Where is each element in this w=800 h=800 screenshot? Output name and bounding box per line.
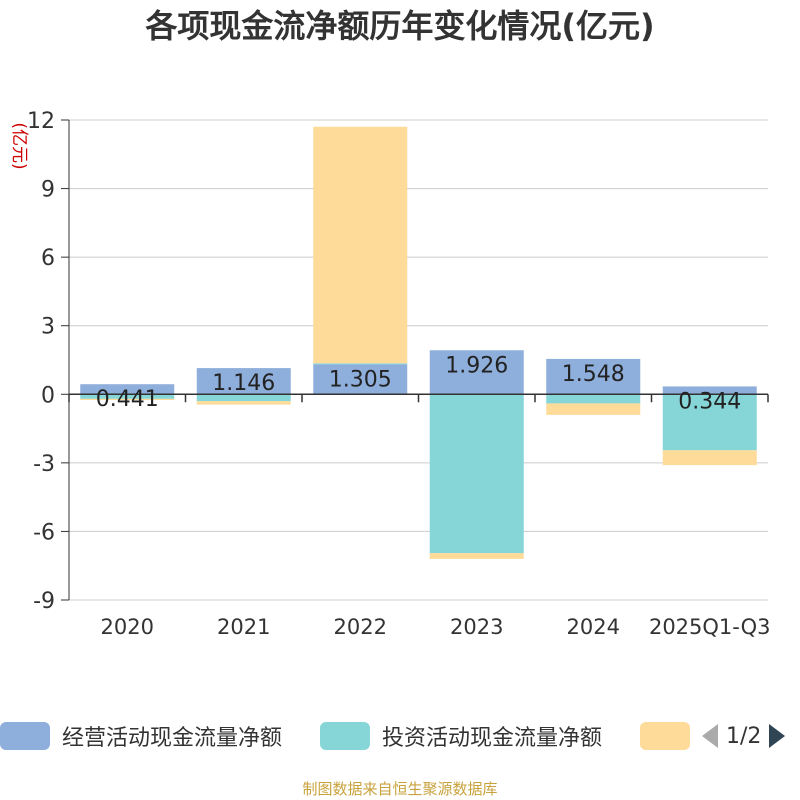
bar-2020-series-3[interactable] [80,398,175,400]
x-tick-label: 2020 [101,615,154,639]
bar-2023-series-1[interactable] [429,350,524,395]
y-tick-label: -9 [33,589,55,614]
y-tick-label: 9 [41,178,55,203]
data-label: 0.441 [96,387,159,412]
y-tick-label: -6 [33,520,55,545]
y-tick-label: 6 [41,246,55,271]
legend: 经营活动现金流量净额 投资活动现金流量净额 1/2 [0,716,800,756]
data-label: 1.305 [329,367,392,392]
legend-label-operating: 经营活动现金流量净额 [62,726,283,751]
pager-prev-icon[interactable] [700,722,720,750]
y-axis-label: (亿元) [9,122,29,169]
bar-2024-series-3[interactable] [546,403,641,415]
y-tick-label: 3 [41,315,55,340]
bar-2021-series-1[interactable] [196,368,291,395]
bar-2024-series-1[interactable] [546,358,641,395]
bar-2025Q1-Q3-series-2[interactable] [662,394,757,451]
bar-2023-series-2[interactable] [429,394,524,554]
bar-2021-series-3[interactable] [196,401,291,405]
legend-pager: 1/2 [700,716,800,756]
pager-next-icon[interactable] [767,722,787,750]
legend-item-operating[interactable]: 经营活动现金流量净额 [0,716,282,756]
x-tick-label: 2023 [450,615,503,639]
legend-item-financing[interactable] [640,716,690,756]
legend-swatch-financing [640,722,690,750]
data-label: 0.344 [678,389,741,414]
bar-2024-series-2[interactable] [546,394,641,404]
x-tick-label: 2024 [567,615,620,639]
bar-2022-series-1[interactable] [313,364,408,395]
data-label: 1.926 [445,353,508,378]
data-label: 1.548 [562,362,625,387]
bar-2021-series-2[interactable] [196,394,291,402]
y-tick-label: 0 [41,383,55,408]
footer-source: 制图数据来自恒生聚源数据库 [302,780,498,798]
bar-2025Q1-Q3-series-3[interactable] [662,450,757,466]
x-tick-label: 2021 [217,615,270,639]
legend-item-investing[interactable]: 投资活动现金流量净额 [320,716,602,756]
bar-2022-series-2[interactable] [313,363,408,365]
chart-title: 各项现金流净额历年变化情况(亿元) [145,7,655,45]
legend-label-investing: 投资活动现金流量净额 [382,726,603,751]
bar-2020-series-2[interactable] [80,394,175,399]
chart-plot: 12 9 6 3 0 -3 -6 -9 (亿元) 0.441 1.146 1.305 1.926 1.54… [9,109,771,639]
data-label: 1.146 [212,371,275,396]
legend-swatch-operating [0,722,50,750]
x-tick-label: 2025Q1-Q3 [649,615,771,639]
bar-2023-series-3[interactable] [429,553,524,559]
bar-2020-series-1[interactable] [80,384,175,395]
x-tick-label: 2022 [334,615,387,639]
bar-2022-series-3[interactable] [313,126,408,364]
y-tick-label: 12 [27,109,55,134]
legend-swatch-investing [320,722,370,750]
bar-2025Q1-Q3-series-1[interactable] [662,386,757,395]
y-tick-label: -3 [33,452,55,477]
pager-text: 1/2 [726,723,762,749]
